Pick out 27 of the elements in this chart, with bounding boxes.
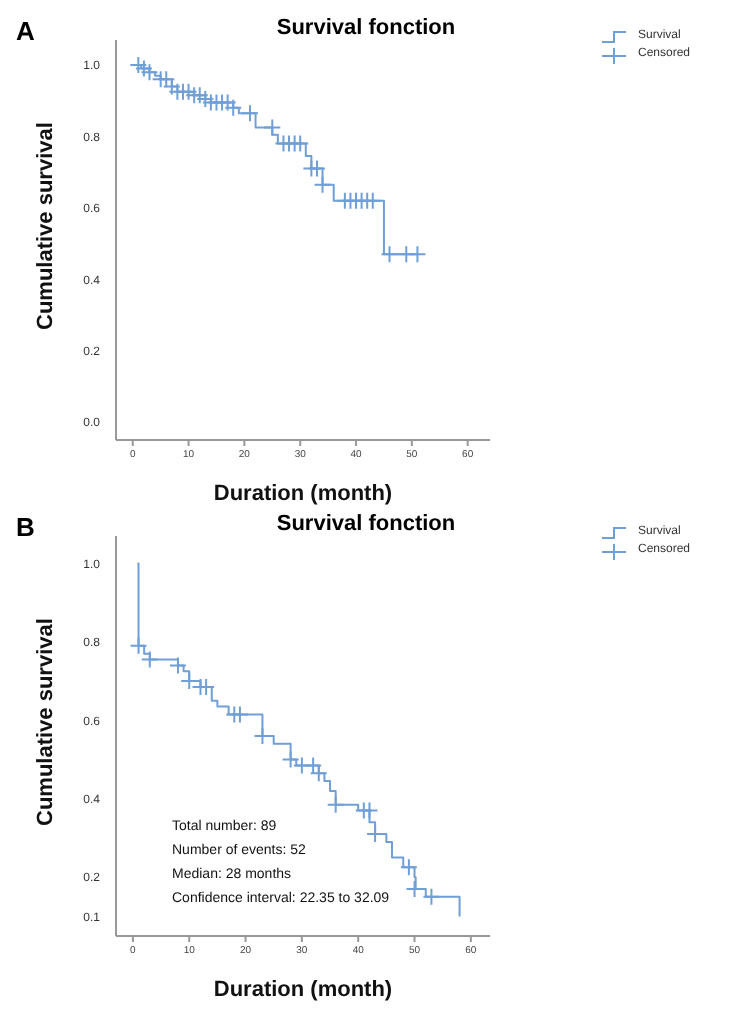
- chart-title: Survival fonction: [274, 16, 458, 40]
- point: [307, 159, 326, 178]
- point: [380, 245, 399, 264]
- point: [230, 705, 249, 724]
- point: [218, 93, 237, 112]
- point: [168, 656, 187, 675]
- point: [313, 175, 332, 194]
- x-axis-title: Duration (month): [213, 482, 393, 506]
- point: [304, 756, 323, 775]
- point: [309, 764, 328, 783]
- point: [263, 118, 282, 137]
- y-axis-title: Cumulative survival: [33, 122, 58, 330]
- point: [422, 887, 441, 906]
- point: [408, 245, 427, 264]
- point: [360, 801, 379, 820]
- point: [363, 191, 382, 210]
- point: [129, 636, 148, 655]
- point: [399, 858, 418, 877]
- point: [240, 104, 259, 123]
- y-axis-title: Cumulative survival: [33, 618, 58, 826]
- text: A: [16, 16, 35, 46]
- text: B: [16, 512, 35, 542]
- chart-title: Survival fonction: [274, 512, 458, 536]
- x-axis-title: Duration (month): [213, 978, 393, 1002]
- point: [291, 134, 310, 153]
- point: [326, 795, 345, 814]
- point: [140, 650, 159, 669]
